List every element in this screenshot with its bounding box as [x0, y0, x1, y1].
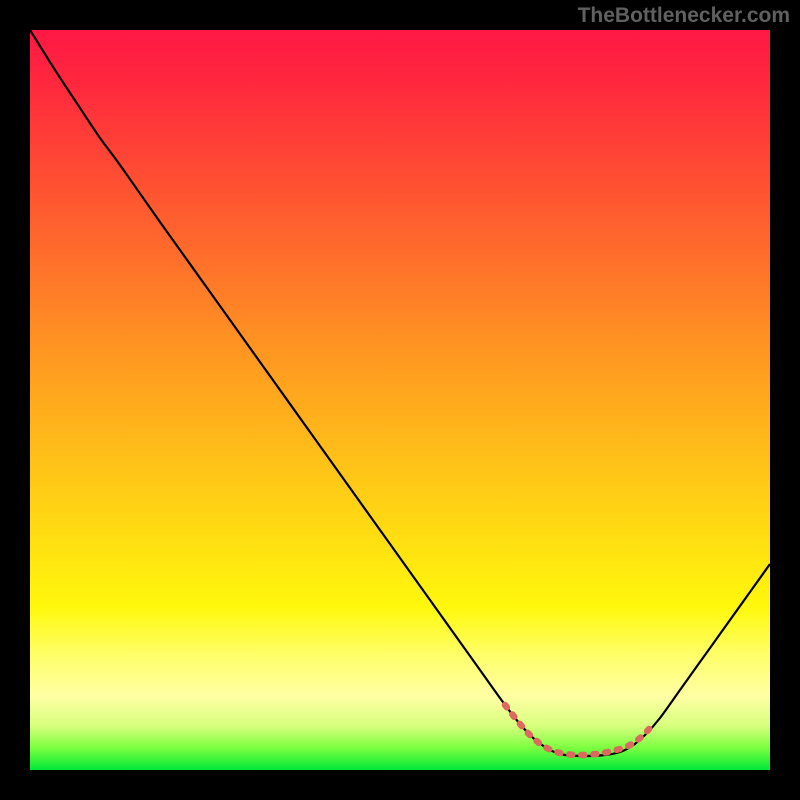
chart-background [30, 30, 770, 770]
chart-container [30, 30, 770, 770]
watermark-text: TheBottlenecker.com [578, 4, 790, 28]
chart-svg [30, 30, 770, 770]
